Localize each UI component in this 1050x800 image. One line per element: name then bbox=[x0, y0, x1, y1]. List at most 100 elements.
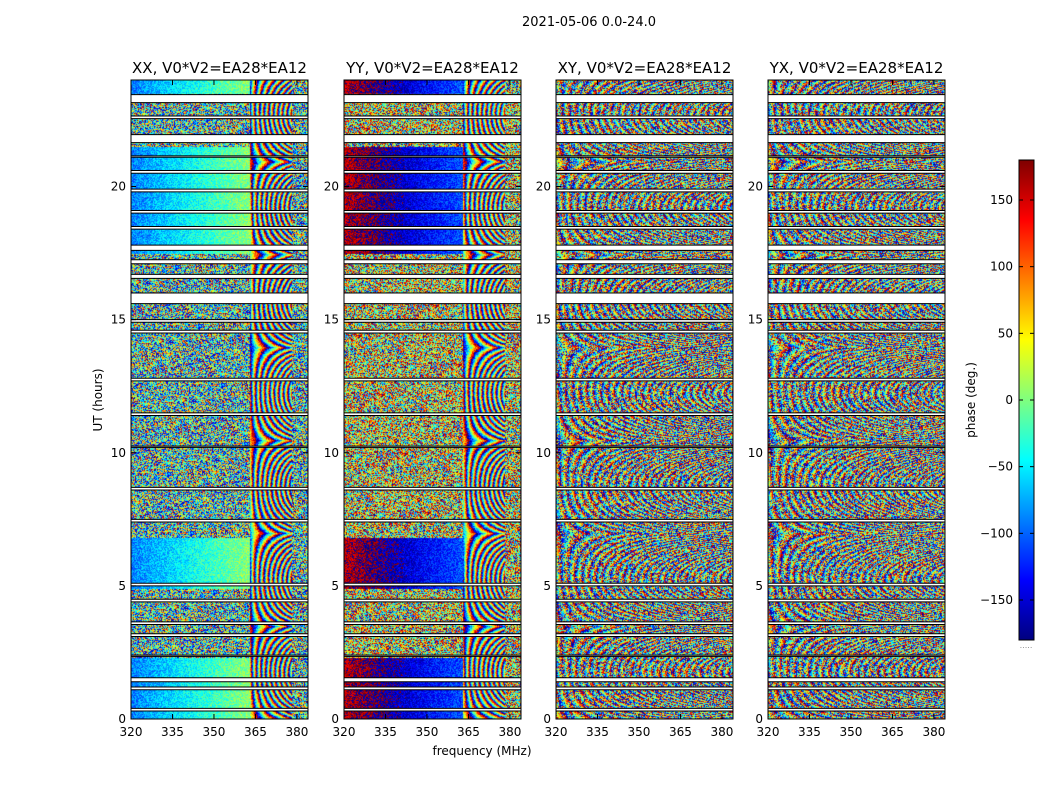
flagged-gap bbox=[768, 599, 945, 602]
flagged-gap bbox=[131, 189, 308, 192]
flagged-gap bbox=[768, 210, 945, 214]
flagged-gap bbox=[768, 687, 945, 690]
colorbar-tick-label: 0 bbox=[1005, 393, 1013, 407]
y-tick-label: 5 bbox=[331, 579, 339, 593]
flagged-gap bbox=[768, 621, 945, 625]
flagged-gap bbox=[344, 655, 521, 657]
flagged-gap bbox=[131, 319, 308, 323]
x-tick-label: 335 bbox=[161, 725, 184, 739]
flagged-gap bbox=[131, 621, 308, 625]
flagged-gap bbox=[768, 412, 945, 416]
flagged-gap bbox=[131, 274, 308, 279]
panel-frame bbox=[343, 79, 522, 720]
flagged-gap bbox=[556, 487, 733, 491]
colorbar-tick-label: −50 bbox=[988, 460, 1013, 474]
flagged-gap bbox=[768, 519, 945, 522]
flagged-gap bbox=[344, 378, 521, 381]
y-tick-label: 0 bbox=[118, 712, 126, 726]
flagged-gap bbox=[556, 330, 733, 333]
panel-2: YY, V0*V2=EA28*EA12 320 335 350 365 380 0 5 10 15… bbox=[324, 59, 522, 739]
flagged-gap bbox=[131, 259, 308, 264]
y-tick-label: 10 bbox=[748, 446, 763, 460]
flagged-gap bbox=[556, 226, 733, 230]
flagged-gap bbox=[556, 412, 733, 416]
flagged-gap bbox=[768, 155, 945, 158]
flagged-gap bbox=[768, 226, 945, 230]
flagged-gap bbox=[556, 259, 733, 264]
flagged-gap bbox=[131, 293, 308, 304]
x-tick-label: 380 bbox=[922, 725, 945, 739]
flagged-gap bbox=[344, 319, 521, 323]
colorbar-tick-label: −150 bbox=[980, 593, 1013, 607]
flagged-gap bbox=[556, 94, 733, 103]
flagged-gap bbox=[556, 134, 733, 143]
flagged-gap bbox=[131, 708, 308, 712]
panel-title: YX, V0*V2=EA28*EA12 bbox=[769, 59, 944, 77]
flagged-gap bbox=[344, 189, 521, 192]
flagged-gap bbox=[131, 633, 308, 637]
flagged-gap bbox=[768, 487, 945, 491]
y-tick-label: 10 bbox=[536, 446, 551, 460]
flagged-gap bbox=[344, 519, 521, 522]
flagged-gap bbox=[344, 115, 521, 119]
flagged-gap bbox=[768, 259, 945, 264]
flagged-gap bbox=[768, 245, 945, 251]
colorbar-tick-label: 150 bbox=[990, 193, 1013, 207]
flagged-gap bbox=[131, 378, 308, 381]
panel-title: XX, V0*V2=EA28*EA12 bbox=[132, 59, 307, 77]
flagged-gap bbox=[131, 519, 308, 522]
colorbar: −150 −100 −50 0 50 100 150 phase (deg.) ..... bbox=[964, 159, 1035, 650]
flagged-gap bbox=[768, 189, 945, 192]
x-axis-label: frequency (MHz) bbox=[432, 744, 531, 758]
flagged-gap bbox=[768, 708, 945, 712]
flagged-gap bbox=[768, 378, 945, 381]
y-tick-label: 10 bbox=[324, 446, 339, 460]
flagged-gap bbox=[768, 677, 945, 682]
x-tick-label: 365 bbox=[669, 725, 692, 739]
colorbar-footnote: ..... bbox=[1020, 641, 1033, 650]
flagged-gap bbox=[768, 293, 945, 304]
flagged-gap bbox=[556, 599, 733, 602]
y-tick-label: 0 bbox=[543, 712, 551, 726]
flagged-gap bbox=[131, 245, 308, 251]
flagged-gap bbox=[556, 319, 733, 323]
phase-heatmap bbox=[131, 80, 308, 719]
flagged-gap bbox=[344, 708, 521, 712]
y-tick-label: 15 bbox=[536, 313, 551, 327]
y-tick-label: 5 bbox=[543, 579, 551, 593]
colorbar-label: phase (deg.) bbox=[964, 362, 978, 438]
flagged-gap bbox=[768, 633, 945, 637]
y-tick-label: 5 bbox=[118, 579, 126, 593]
x-tick-label: 350 bbox=[840, 725, 863, 739]
x-tick-label: 320 bbox=[333, 725, 356, 739]
x-tick-label: 350 bbox=[628, 725, 651, 739]
flagged-gap bbox=[768, 274, 945, 279]
phase-heatmap bbox=[768, 80, 945, 719]
flagged-gap bbox=[131, 412, 308, 416]
flagged-gap bbox=[768, 170, 945, 174]
flagged-gap bbox=[556, 293, 733, 304]
flagged-gap bbox=[344, 446, 521, 448]
panel-title: YY, V0*V2=EA28*EA12 bbox=[345, 59, 519, 77]
colorbar-tick-label: −100 bbox=[980, 526, 1013, 540]
flagged-gap bbox=[344, 621, 521, 625]
flagged-gap bbox=[344, 583, 521, 586]
flagged-gap bbox=[556, 170, 733, 174]
colorbar-tick-label: 100 bbox=[990, 260, 1013, 274]
x-tick-label: 320 bbox=[545, 725, 568, 739]
flagged-gap bbox=[131, 487, 308, 491]
x-tick-label: 380 bbox=[285, 725, 308, 739]
flagged-gap bbox=[344, 134, 521, 143]
y-axis-label: UT (hours) bbox=[91, 368, 105, 431]
flagged-gap bbox=[556, 115, 733, 119]
flagged-gap bbox=[131, 446, 308, 448]
flagged-gap bbox=[344, 226, 521, 230]
y-tick-label: 15 bbox=[324, 313, 339, 327]
y-tick-label: 15 bbox=[748, 313, 763, 327]
panel-frame bbox=[767, 79, 946, 720]
flagged-gap bbox=[768, 115, 945, 119]
flagged-gap bbox=[344, 170, 521, 174]
flagged-gap bbox=[556, 687, 733, 690]
flagged-gap bbox=[344, 412, 521, 416]
